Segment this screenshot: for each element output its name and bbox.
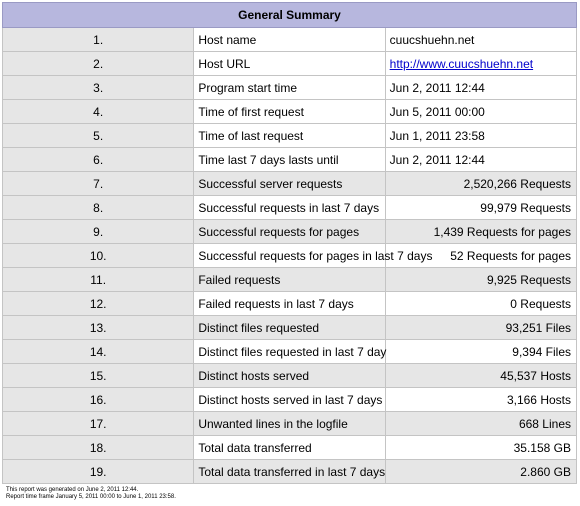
row-number: 13. <box>1 315 195 340</box>
row-number: 6. <box>1 147 195 172</box>
row-number: 11. <box>1 267 195 292</box>
row-value: 1,439 Requests for pages <box>384 219 578 244</box>
row-value: Jun 2, 2011 12:44 <box>384 75 578 100</box>
report-timeframe-note: Report time frame January 5, 2011 00:00 … <box>6 494 176 500</box>
row-label: Total data transferred in last 7 days <box>193 459 386 484</box>
row-value: Jun 2, 2011 12:44 <box>384 147 578 172</box>
row-number: 12. <box>1 291 195 316</box>
row-label: Program start time <box>193 75 386 100</box>
row-number: 4. <box>1 99 195 124</box>
row-label: Successful requests for pages in last 7 … <box>193 243 432 268</box>
row-label: Distinct files requested <box>193 315 386 340</box>
row-number: 1. <box>1 27 195 52</box>
table-row: 7. Successful server requests 2,520,266 … <box>1 171 578 196</box>
table-row: 15. Distinct hosts served 45,537 Hosts <box>1 363 578 388</box>
row-value: 99,979 Requests <box>384 195 578 220</box>
row-number: 3. <box>1 75 195 100</box>
general-summary-table: General Summary 1. Host name cuucshuehn.… <box>1 2 578 484</box>
row-label: Time of last request <box>193 123 386 148</box>
table-row: 1. Host name cuucshuehn.net <box>1 27 578 52</box>
table-row: 16. Distinct hosts served in last 7 days… <box>1 387 578 412</box>
row-label: Successful requests for pages <box>193 219 386 244</box>
row-value: Jun 1, 2011 23:58 <box>384 123 578 148</box>
table-row: 3. Program start time Jun 2, 2011 12:44 <box>1 75 578 100</box>
row-value: 35.158 GB <box>384 435 578 460</box>
row-value: 0 Requests <box>384 291 578 316</box>
row-label: Distinct hosts served <box>193 363 386 388</box>
row-value: 9,925 Requests <box>384 267 578 292</box>
row-label: Time last 7 days lasts until <box>193 147 386 172</box>
table-title: General Summary <box>2 2 577 28</box>
row-value: 93,251 Files <box>384 315 578 340</box>
table-row: 13. Distinct files requested 93,251 File… <box>1 315 578 340</box>
row-label: Distinct hosts served in last 7 days <box>193 387 386 412</box>
row-number: 14. <box>1 339 195 364</box>
row-number: 18. <box>1 435 195 460</box>
report-footer: This report was generated on June 2, 201… <box>6 487 176 501</box>
row-number: 19. <box>1 459 195 484</box>
row-number: 17. <box>1 411 195 436</box>
table-row: 12. Failed requests in last 7 days 0 Req… <box>1 291 578 316</box>
row-label: Total data transferred <box>193 435 386 460</box>
row-value: Jun 5, 2011 00:00 <box>384 99 578 124</box>
row-label: Failed requests in last 7 days <box>193 291 386 316</box>
row-label: Distinct files requested in last 7 day <box>193 339 386 364</box>
row-label: Failed requests <box>193 267 386 292</box>
table-row: 17. Unwanted lines in the logfile 668 Li… <box>1 411 578 436</box>
table-row: 14. Distinct files requested in last 7 d… <box>1 339 578 364</box>
row-label: Host URL <box>193 51 386 76</box>
row-number: 15. <box>1 363 195 388</box>
table-row: 4. Time of first request Jun 5, 2011 00:… <box>1 99 578 124</box>
table-row: 18. Total data transferred 35.158 GB <box>1 435 578 460</box>
row-value: 2.860 GB <box>384 459 578 484</box>
row-value: 668 Lines <box>384 411 578 436</box>
table-row: 10. Successful requests for pages in las… <box>1 243 578 268</box>
table-row: 19. Total data transferred in last 7 day… <box>1 459 578 484</box>
row-number: 8. <box>1 195 195 220</box>
row-value: 9,394 Files <box>384 339 578 364</box>
row-value: 52 Requests for pages <box>384 243 578 268</box>
report-generated-note: This report was generated on June 2, 201… <box>6 487 139 493</box>
row-value: 3,166 Hosts <box>384 387 578 412</box>
row-label: Time of first request <box>193 99 386 124</box>
table-row: 11. Failed requests 9,925 Requests <box>1 267 578 292</box>
row-label: Successful requests in last 7 days <box>193 195 386 220</box>
table-row: 2. Host URL http://www.cuucshuehn.net <box>1 51 578 76</box>
host-url-link[interactable]: http://www.cuucshuehn.net <box>389 56 534 71</box>
row-value: cuucshuehn.net <box>384 27 578 52</box>
table-row: 9. Successful requests for pages 1,439 R… <box>1 219 578 244</box>
row-value: http://www.cuucshuehn.net <box>384 51 578 76</box>
row-label: Unwanted lines in the logfile <box>193 411 386 436</box>
table-row: 6. Time last 7 days lasts until Jun 2, 2… <box>1 147 578 172</box>
row-number: 10. <box>1 243 195 268</box>
row-number: 9. <box>1 219 195 244</box>
row-label: Successful server requests <box>193 171 386 196</box>
table-row: 5. Time of last request Jun 1, 2011 23:5… <box>1 123 578 148</box>
row-label: Host name <box>193 27 386 52</box>
row-number: 16. <box>1 387 195 412</box>
row-value: 2,520,266 Requests <box>384 171 578 196</box>
table-row: 8. Successful requests in last 7 days 99… <box>1 195 578 220</box>
row-number: 2. <box>1 51 195 76</box>
row-value: 45,537 Hosts <box>384 363 578 388</box>
row-number: 7. <box>1 171 195 196</box>
row-number: 5. <box>1 123 195 148</box>
